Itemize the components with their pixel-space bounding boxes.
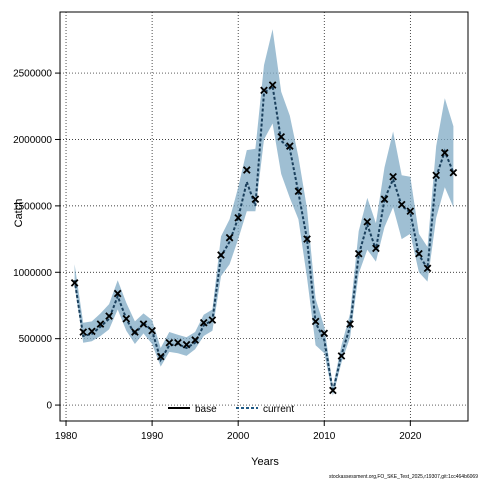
base-point-marker [406,207,415,216]
base-point-marker [96,320,105,328]
base-point-marker [337,352,346,360]
base-point-marker [70,279,79,287]
base-point-marker [303,235,311,243]
base-point-marker [156,352,165,361]
base-point-marker [432,171,440,180]
x-tick-label: 1980 [55,431,78,442]
y-tick-label: 1000000 [13,268,52,279]
plot-frame [59,11,469,422]
base-point-marker [294,187,303,196]
y-tick-label: 500000 [19,334,53,345]
confidence-band [74,29,454,396]
footer-credit: stockassessment.org,FO_SKE_Test_2025,r19… [329,474,478,480]
base-point-marker [199,318,208,327]
base-point-marker [346,320,354,328]
legend-current-label: current [263,404,294,415]
x-tick-label: 2010 [313,431,336,442]
base-point-marker [234,213,243,222]
base-point-marker [208,316,217,324]
base-point-marker [88,327,96,336]
base-point-marker [217,251,225,259]
base-point-marker [311,317,320,326]
base-point-marker [79,328,88,336]
base-point-marker [122,314,131,323]
legend-base-label: base [195,404,217,415]
base-point-marker [389,172,397,181]
base-point-marker [397,200,406,209]
base-point-marker [182,340,191,349]
legend: base current [168,404,294,415]
base-point-marker [105,312,113,320]
base-point-marker [268,81,277,89]
y-axis-title: Catch [13,199,25,228]
x-axis-ticks: 1980 1990 2000 2010 2020 [55,421,422,442]
base-point-marker [191,336,199,344]
x-tick-label: 2020 [399,431,422,442]
base-point-marker [174,338,182,347]
base-point-marker [277,132,286,141]
base-point-marker [225,233,234,242]
base-point-marker [449,168,458,177]
base-point-marker [139,320,148,328]
base-point-marker [380,195,389,204]
base-point-marker [285,142,294,150]
x-tick-label: 1990 [141,431,164,442]
base-point-marker [165,338,174,347]
current-series-line [73,84,455,393]
y-tick-label: 2000000 [13,135,52,146]
y-axis-ticks: 0 500000 1000000 1500000 2000000 2500000 [13,69,60,412]
base-point-marker [372,244,380,253]
base-point-marker [415,249,423,258]
base-series-markers [70,81,458,395]
base-point-marker [354,249,363,258]
base-point-marker [131,328,139,336]
y-tick-label: 1500000 [13,201,52,212]
base-point-marker [329,386,337,395]
y-tick-label: 0 [46,401,52,412]
base-point-marker [242,166,251,174]
x-tick-label: 2000 [227,431,250,442]
y-tick-label: 2500000 [13,69,52,80]
base-point-marker [251,195,260,204]
base-point-marker [320,329,329,338]
base-point-marker [148,326,156,335]
base-point-marker [440,148,449,157]
base-point-marker [363,217,372,226]
x-axis-title: Years [251,456,279,468]
base-point-marker [113,289,122,298]
base-point-marker [260,86,268,95]
base-point-marker [423,264,432,273]
